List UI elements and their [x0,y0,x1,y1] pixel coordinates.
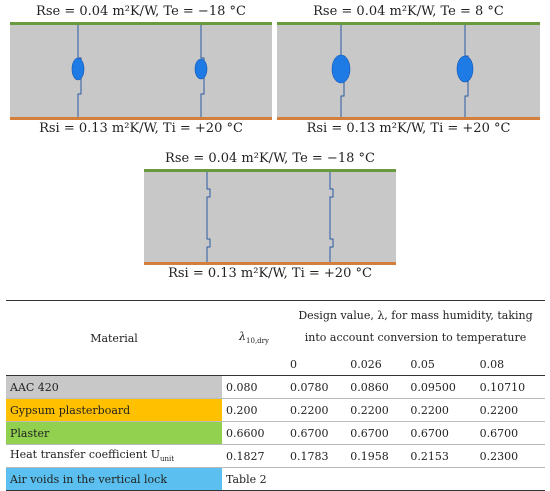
panel1-wall-diagram [10,22,272,120]
empty-cell [286,467,545,491]
panel2-air-void-left [331,54,351,84]
value-cell: 0.6700 [406,421,476,445]
value-cell: 0.2153 [406,444,476,468]
table-header-row-2: 0 0.026 0.05 0.08 [6,353,545,376]
value-cell: 0.10710 [479,380,526,394]
table-row-heat-transfer: Heat transfer coefficient Uunit 0.1827 0… [6,444,545,468]
value-cell: 0.6700 [286,421,347,445]
table-row-gypsum: Gypsum plasterboard 0.200 0.2200 0.2200 … [6,398,545,422]
panel2-top-caption: Rse = 0.04 m²K/W, Te = 8 °C [313,4,504,19]
lambda-dry-cell: 0.6600 [222,421,286,445]
heat-transfer-label-main: Heat transfer coefficient U [10,448,160,462]
panel2-wall-diagram [277,22,540,120]
table-row-aac: AAC 420 0.080 0.0780 0.0860 0.09500 0.10… [6,375,545,399]
panel2-air-void-right [456,55,474,83]
humidity-level: 0.026 [346,353,407,376]
value-cell: 0.09500 [410,380,456,394]
table-row-air-voids: Air voids in the vertical lock Table 2 [6,467,545,491]
lambda-dry-cell: Table 2 [222,467,286,491]
panel1-inner-edge [10,117,272,120]
panel3-wall [144,171,396,263]
panel1-top-caption: Rse = 0.04 m²K/W, Te = −18 °C [36,4,246,19]
panel2-bottom-caption: Rsi = 0.13 m²K/W, Ti = +20 °C [306,121,511,136]
panel1-bottom-caption: Rsi = 0.13 m²K/W, Ti = +20 °C [39,121,243,136]
panel1-air-void-right [194,58,208,80]
header-design-value: Design value, λ, for mass humidity, taki… [286,300,545,353]
panel3-joint-left [206,172,211,262]
humidity-level: 0 [286,353,347,376]
value-cell: 0.0860 [350,380,389,394]
panel3-bottom-caption: Rsi = 0.13 m²K/W, Ti = +20 °C [168,266,372,281]
humidity-level: 0.08 [475,353,545,376]
header-lambda-subscript: 10,dry [246,337,269,346]
panel3-outer-edge [144,169,396,172]
value-cell: 0.6700 [475,421,545,445]
value-cell: 0.2300 [475,444,545,468]
table-header-row-1: Material λ10,dry Design value, λ, for ma… [6,300,545,376]
material-properties-table: Material λ10,dry Design value, λ, for ma… [6,300,545,491]
panel1-outer-edge [10,22,272,25]
header-lambda-symbol: λ [239,330,247,344]
value-cell: 0.2200 [406,398,476,422]
panel3-joint-right [329,172,334,262]
panel1-wall [10,24,272,118]
material-cell: AAC 420 [6,375,222,399]
material-cell: Air voids in the vertical lock [6,467,222,491]
value-cell: 0.6700 [346,421,407,445]
value-cell: 0.2200 [286,398,347,422]
heat-transfer-label: Heat transfer coefficient Uunit [6,444,222,468]
value-cell: 0.1958 [346,444,407,468]
table-row-plaster: Plaster 0.6600 0.6700 0.6700 0.6700 0.67… [6,421,545,445]
panel3-inner-edge [144,262,396,265]
panel1-air-void-left [71,57,85,81]
value-cell: 0.2200 [346,398,407,422]
material-cell: Gypsum plasterboard [6,398,222,422]
header-design-line2: into account conversion to temperature [304,331,527,344]
lambda-dry-cell: 0.080 [226,380,258,394]
header-material: Material [6,300,222,376]
value-cell: 0.1783 [286,444,347,468]
material-cell: Plaster [6,421,222,445]
panel3-wall-diagram [144,169,396,265]
heat-transfer-label-sub: unit [159,455,175,464]
panel2-wall [277,24,540,118]
humidity-level: 0.05 [406,353,476,376]
header-lambda-dry: λ10,dry [222,300,286,376]
panel2-outer-edge [277,22,540,25]
lambda-dry-cell: 0.200 [222,398,286,422]
lambda-dry-cell: 0.1827 [222,444,286,468]
value-cell: 0.2200 [475,398,545,422]
value-cell: 0.0780 [290,380,329,394]
panel2-inner-edge [277,117,540,120]
panel3-top-caption: Rse = 0.04 m²K/W, Te = −18 °C [165,151,375,166]
header-design-line1: Design value, λ, for mass humidity, taki… [298,309,533,322]
